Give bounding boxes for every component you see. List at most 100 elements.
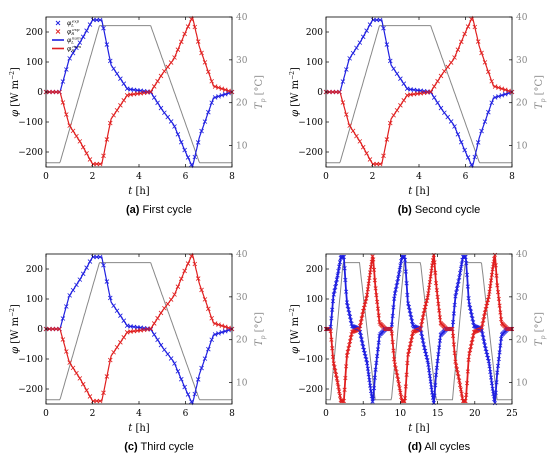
data-point-phi-l [195, 377, 201, 382]
data-point-phi-l [432, 393, 437, 398]
chart-panel-2: 0 2 4 6 8 −200 −100 0 100 200 10 20 30 40 t [h] φ [W m−… [289, 13, 547, 216]
y2-tick-label: 10 [516, 379, 528, 389]
data-point-phi-r [360, 144, 366, 150]
data-point-phi-l [192, 154, 198, 160]
data-point-phi-l [368, 389, 374, 394]
data-point-phi-l [189, 162, 194, 168]
data-point-phi-r [402, 396, 408, 401]
data-point-phi-r [216, 85, 221, 90]
data-point-phi-r [91, 398, 96, 404]
data-point-phi-l [329, 316, 334, 321]
data-point-phi-l [372, 375, 377, 380]
data-point-phi-l [395, 276, 401, 281]
data-point-phi-l [349, 321, 354, 326]
data-point-phi-r [482, 60, 488, 65]
data-point-phi-l [496, 94, 501, 99]
data-point-phi-l [67, 293, 72, 298]
data-point-phi-r [158, 73, 164, 79]
x-tick-label: 2 [370, 172, 376, 182]
data-point-phi-r [327, 89, 332, 95]
data-point-phi-l [77, 277, 83, 282]
data-point-phi-l [206, 346, 211, 352]
data-point-phi-l [155, 100, 160, 106]
data-point-phi-r [60, 100, 66, 105]
data-point-phi-l [462, 147, 467, 153]
data-point-phi-r [394, 369, 399, 375]
data-point-phi-r [394, 107, 400, 113]
data-point-phi-l [368, 383, 373, 388]
data-point-phi-r [202, 60, 208, 65]
data-point-phi-r [70, 128, 76, 134]
data-point-phi-l [336, 268, 341, 274]
y2-tick-label: 20 [236, 336, 248, 346]
data-point-phi-l [404, 281, 409, 286]
data-point-phi-r [433, 270, 438, 275]
data-point-phi-r [448, 60, 454, 65]
data-point-phi-r [435, 78, 440, 84]
data-point-phi-l [475, 140, 481, 145]
data-point-phi-r [70, 365, 76, 371]
data-point-phi-r [111, 349, 116, 355]
y-tick-label: −100 [18, 355, 43, 365]
x-tick-label: 25 [506, 409, 518, 419]
data-point-phi-r [424, 298, 429, 303]
data-point-phi-l [389, 322, 394, 327]
data-point-phi-l [216, 94, 221, 99]
data-point-phi-l [162, 110, 167, 116]
data-point-phi-l [363, 354, 368, 359]
data-point-phi-l [74, 45, 79, 51]
data-point-phi-l [481, 335, 486, 340]
data-point-phi-r [219, 86, 225, 92]
data-point-phi-r [497, 303, 502, 308]
data-point-phi-l [148, 90, 154, 95]
data-point-phi-r [367, 157, 373, 162]
data-point-phi-l [178, 139, 184, 145]
data-point-phi-r [121, 98, 127, 103]
data-point-phi-l [172, 124, 177, 129]
data-point-phi-l [344, 67, 349, 72]
y2-tick-label: 40 [236, 250, 248, 260]
data-point-phi-r [94, 161, 100, 167]
data-point-phi-l [399, 258, 404, 264]
data-point-phi-r [77, 376, 83, 381]
data-point-phi-l [151, 95, 157, 100]
data-point-phi-l [347, 311, 352, 316]
data-point-phi-l [490, 386, 495, 391]
data-point-phi-l [364, 357, 369, 362]
x-tick-label: 0 [323, 409, 329, 419]
data-point-phi-r [471, 333, 476, 338]
y-axis-label: φ [W m−2] [9, 67, 21, 117]
data-point-phi-r [420, 319, 425, 324]
data-point-phi-l [442, 110, 447, 116]
data-point-phi-l [374, 17, 380, 23]
data-point-phi-r [398, 103, 403, 108]
data-point-phi-l [471, 320, 476, 325]
x-tick-label: 10 [395, 409, 407, 419]
data-point-phi-r [344, 364, 349, 369]
data-point-phi-r [172, 55, 177, 60]
data-point-phi-r [387, 326, 392, 332]
legend-marker [55, 29, 61, 34]
data-point-phi-l [121, 81, 127, 86]
data-point-phi-r [392, 362, 398, 367]
data-point-phi-l [104, 42, 110, 47]
chart-panel-4: 0 5 10 15 20 25 −200 −100 0 100 200 10 20 30 40 t [h] φ … [289, 250, 547, 453]
y2-tick-label: 40 [516, 13, 528, 23]
x-tick-label: 2 [90, 409, 96, 419]
data-point-phi-r [457, 382, 463, 388]
data-point-phi-l [496, 357, 501, 362]
data-point-phi-l [64, 67, 69, 72]
data-point-phi-r [219, 323, 225, 329]
data-point-phi-l [371, 386, 377, 391]
data-point-phi-r [360, 312, 365, 317]
data-point-phi-r [377, 161, 383, 167]
data-point-phi-r [344, 353, 350, 358]
data-point-phi-r [436, 301, 441, 306]
data-point-phi-r [226, 325, 231, 331]
data-point-phi-r [496, 85, 501, 90]
data-point-phi-l [202, 356, 208, 361]
data-point-phi-r [485, 297, 491, 302]
data-point-phi-r [401, 98, 407, 103]
data-point-phi-l [343, 277, 348, 283]
data-point-phi-l [175, 132, 181, 137]
